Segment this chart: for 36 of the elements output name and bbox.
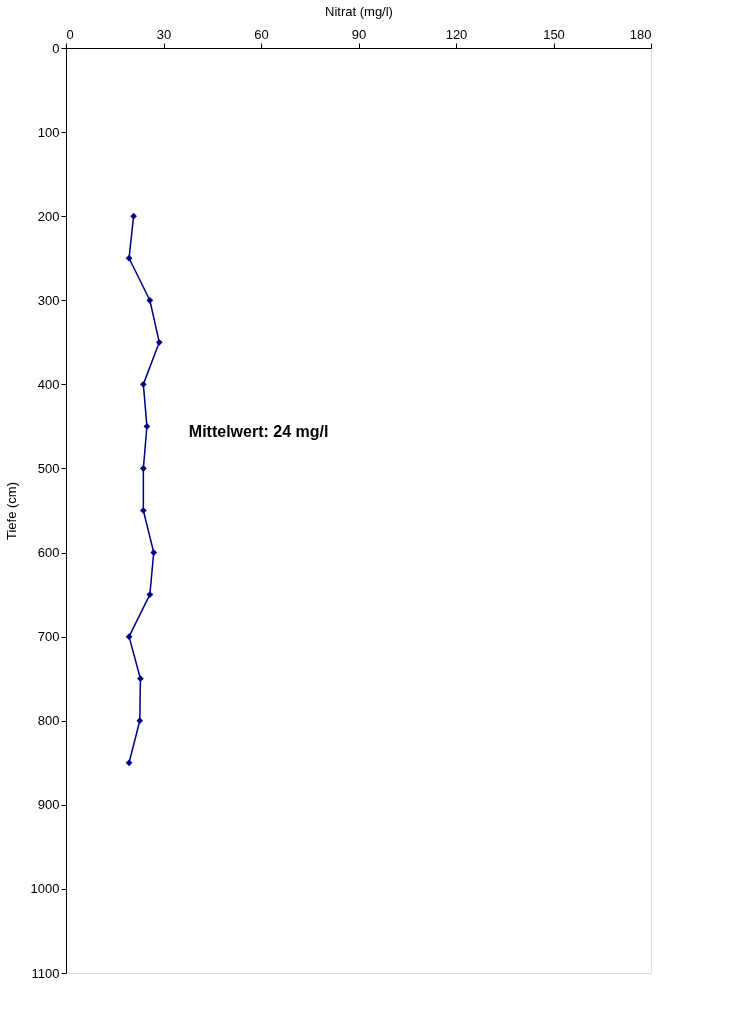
x-tick-label: 150 [543, 26, 565, 42]
y-tick-label: 700 [37, 629, 60, 645]
x-tick-label: 0 [66, 26, 74, 42]
point [146, 591, 154, 598]
point [136, 717, 144, 725]
y-tick-label: 900 [37, 797, 60, 813]
x-tick-label: 180 [629, 26, 652, 42]
point [143, 423, 151, 430]
point [125, 254, 133, 262]
y-tick-label: 500 [37, 460, 60, 476]
y-tick-label: 600 [37, 545, 60, 561]
y-tick-label: 1100 [31, 965, 60, 981]
point [125, 759, 133, 767]
point [125, 633, 133, 640]
x-tick-label: 60 [254, 26, 269, 42]
point [140, 465, 147, 472]
point [150, 549, 158, 556]
y-tick-label: 200 [37, 208, 60, 224]
y-tick-label: 0 [52, 40, 60, 56]
point [130, 212, 137, 220]
point [140, 507, 147, 514]
y-tick-label: 1000 [30, 881, 60, 897]
x-tick-label: 90 [351, 26, 367, 42]
y-tick-label: 800 [37, 713, 60, 729]
y-tick-label: 400 [37, 376, 60, 392]
x-tick-label: 120 [445, 26, 468, 42]
x-axis-title: Nitrat (mg/l) [325, 3, 393, 19]
annotation: Mittelwert: 24 mg/l [188, 422, 329, 440]
y-axis-title: Tiefe (cm) [3, 481, 19, 541]
x-tick-label: 30 [156, 26, 172, 42]
point [146, 296, 154, 304]
point [155, 338, 163, 346]
y-tick-label: 100 [37, 124, 60, 140]
point [140, 381, 147, 388]
point [137, 675, 144, 683]
y-tick-label: 300 [37, 292, 60, 308]
